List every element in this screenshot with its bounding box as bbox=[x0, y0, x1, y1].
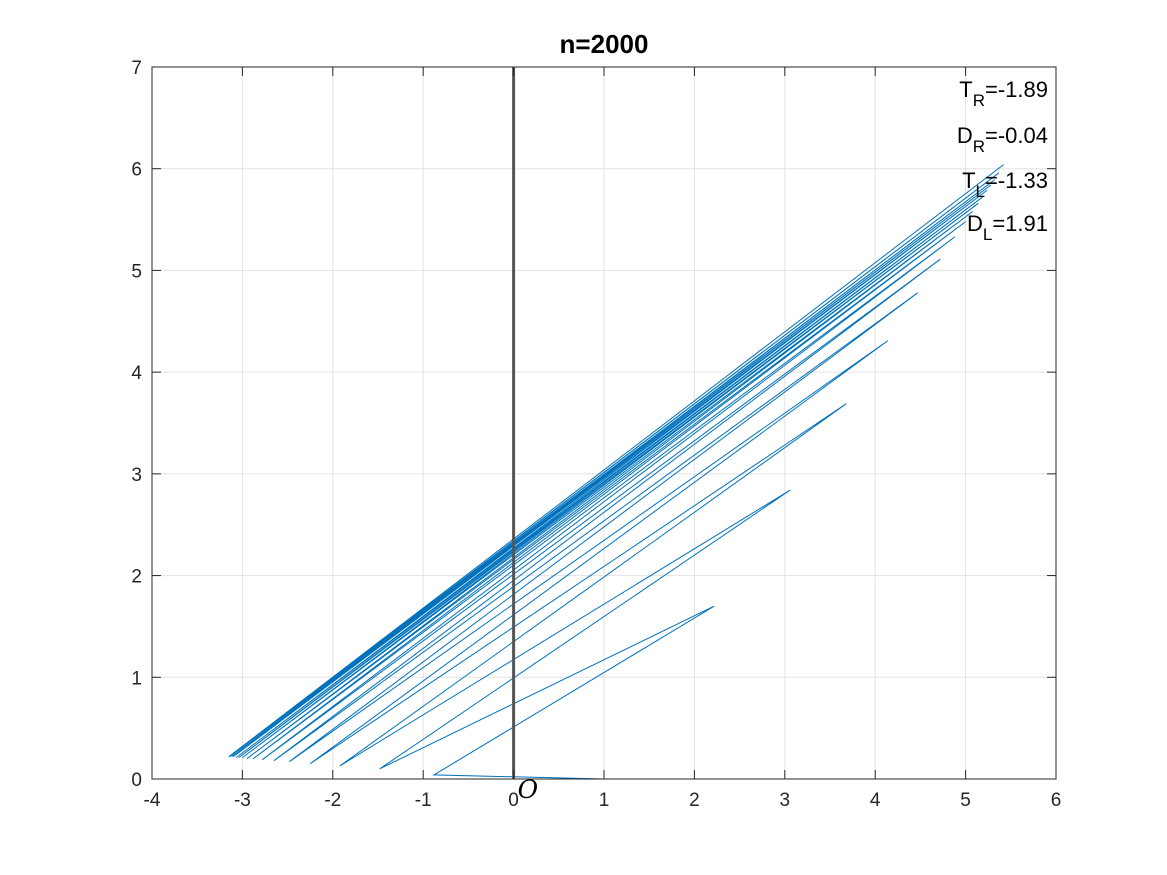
y-tick-label: 7 bbox=[131, 58, 142, 79]
annotation-tr: TR=-1.89 bbox=[959, 77, 1048, 110]
chart-title: n=2000 bbox=[560, 29, 649, 59]
x-tick-label: 4 bbox=[870, 790, 881, 811]
y-tick-label: 2 bbox=[131, 567, 142, 588]
data-series-line bbox=[228, 164, 1004, 780]
y-tick-label: 6 bbox=[131, 160, 142, 181]
y-tick-label: 1 bbox=[131, 668, 142, 689]
y-tick-label: 3 bbox=[131, 465, 142, 486]
y-tick-label: 5 bbox=[131, 261, 142, 282]
y-tick-label: 0 bbox=[131, 770, 142, 791]
x-tick-label: 3 bbox=[780, 790, 791, 811]
tick-labels: -4 -3 -2 -1 0 1 2 3 4 5 6 0 1 2 3 4 5 6 7 bbox=[131, 58, 1061, 811]
series-layer bbox=[228, 164, 1004, 780]
annotation-tl: TL=-1.33 bbox=[962, 168, 1048, 201]
annotation-dr: DR=-0.04 bbox=[957, 123, 1048, 156]
origin-label: O bbox=[518, 775, 539, 804]
x-tick-label: -4 bbox=[144, 790, 161, 811]
x-tick-label: 6 bbox=[1051, 790, 1062, 811]
x-tick-label: 2 bbox=[689, 790, 700, 811]
y-tick-label: 4 bbox=[131, 363, 142, 384]
x-tick-label: -1 bbox=[415, 790, 432, 811]
x-tick-label: -2 bbox=[324, 790, 341, 811]
x-tick-label: -3 bbox=[234, 790, 251, 811]
annotation-block: TR=-1.89 DR=-0.04 TL=-1.33 DL=1.91 bbox=[957, 77, 1048, 244]
x-tick-label: 0 bbox=[508, 790, 519, 811]
x-tick-label: 1 bbox=[599, 790, 610, 811]
x-tick-label: 5 bbox=[960, 790, 971, 811]
annotation-dl: DL=1.91 bbox=[967, 211, 1048, 244]
axis-ticks bbox=[151, 66, 1057, 780]
